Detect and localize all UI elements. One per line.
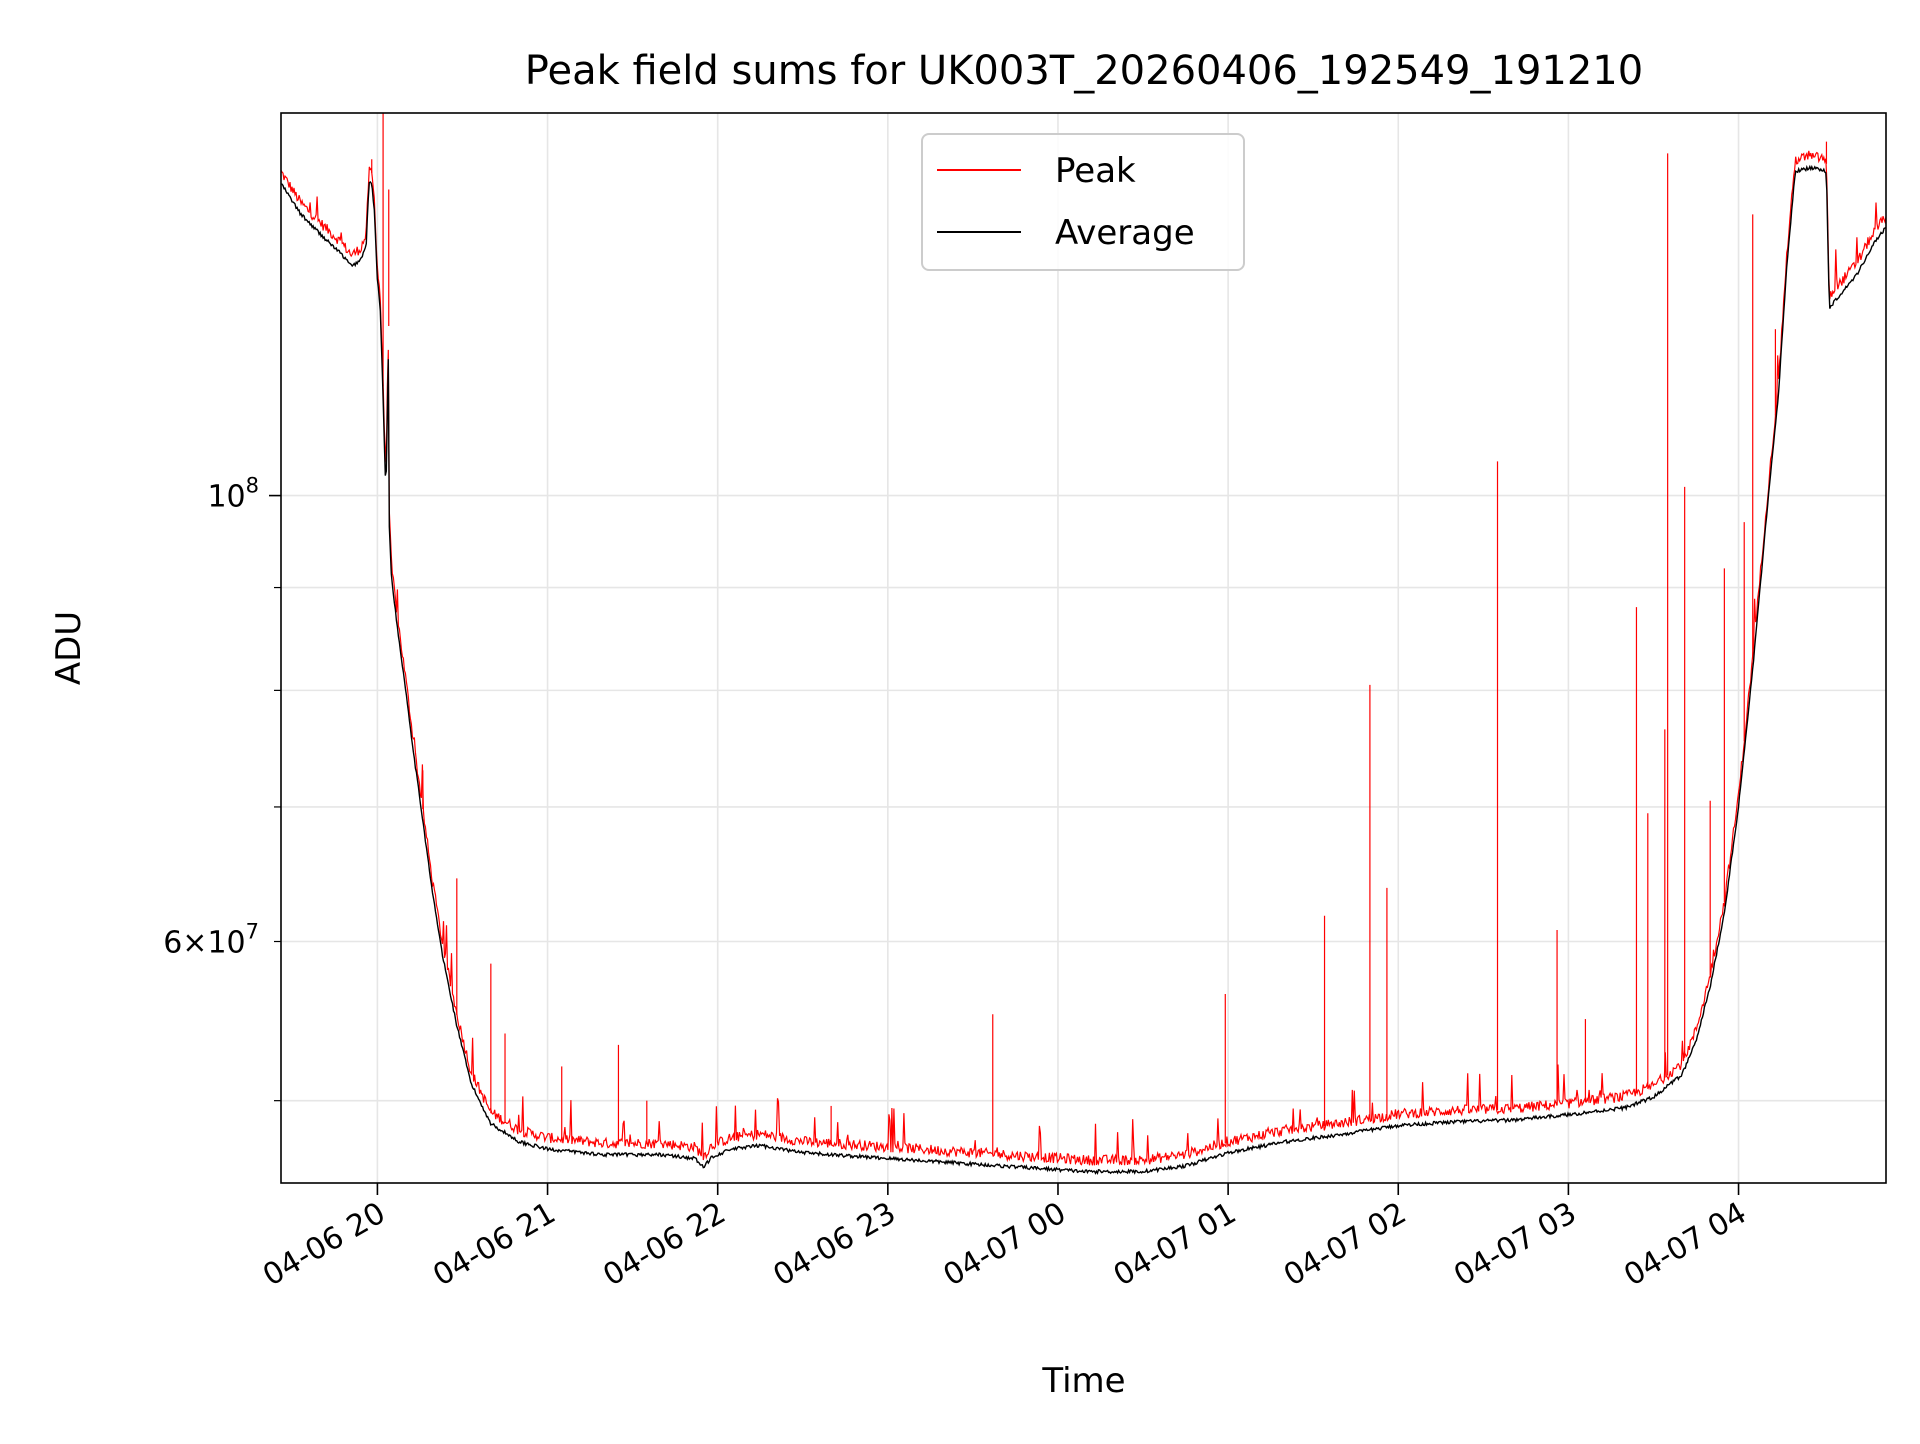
series-layer — [280, 113, 1887, 1176]
legend-peak-label: Peak — [1055, 151, 1136, 191]
y-tick-label-base: 10 — [207, 480, 245, 515]
legend: Peak Average — [921, 133, 1245, 271]
legend-box — [921, 133, 1245, 271]
x-axis-label: Time — [1041, 1361, 1125, 1401]
y-tick-label-exponent: 7 — [246, 920, 259, 944]
chart-title: Peak field sums for UK003T_20260406_1925… — [525, 48, 1643, 94]
series-peak-line — [280, 150, 1887, 1166]
y-tick-label: 108 — [207, 474, 259, 515]
y-tick-label-mantissa: 6 — [163, 926, 182, 961]
series-average-line — [280, 164, 1887, 1176]
y-tick-label-base: 10 — [207, 926, 245, 961]
legend-average-label: Average — [1055, 213, 1195, 253]
y-axis-label: ADU — [49, 611, 89, 685]
y-tick-label-times: × — [182, 926, 207, 961]
plot-frame — [280, 112, 1887, 1184]
y-tick-label: 6×107 — [163, 920, 259, 961]
y-tick-label-exponent: 8 — [246, 474, 259, 498]
